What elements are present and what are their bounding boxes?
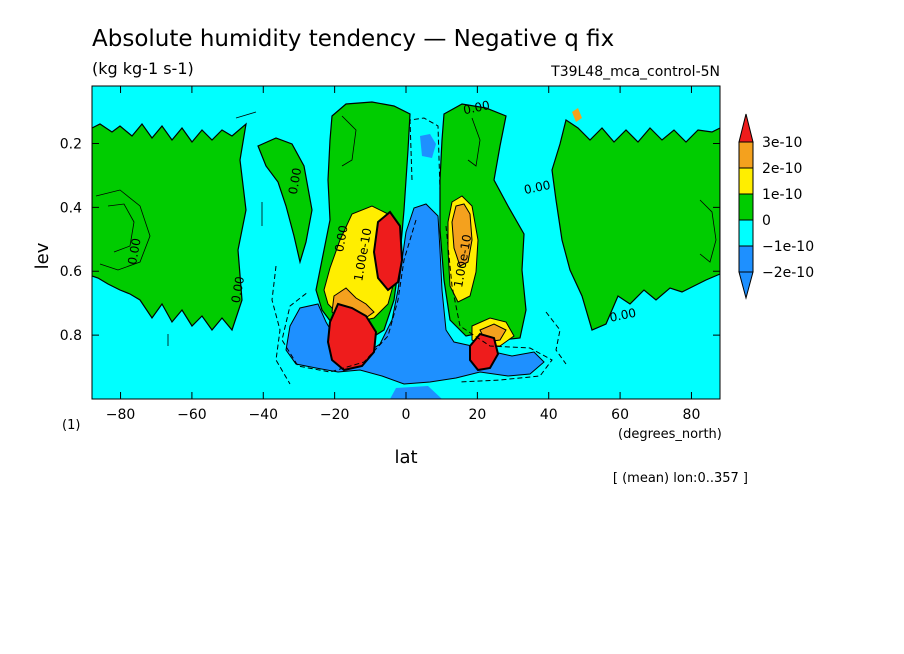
region-red-sh-upper <box>372 210 404 292</box>
y-tick-label: 0.2 <box>60 136 82 152</box>
x-axis: −80 −60 −40 −20 0 20 40 60 80 <box>106 86 701 423</box>
x-tick-label: −20 <box>320 407 350 423</box>
y-axis: 0.2 0.4 0.6 0.8 <box>60 136 720 344</box>
negative-contours <box>271 117 567 385</box>
region-green-left <box>92 122 247 332</box>
mean-note: [ (mean) lon:0..357 ] <box>613 471 748 486</box>
contour-detail <box>95 111 717 346</box>
x-tick-label: 0 <box>402 407 411 423</box>
contour-label: 0.00 <box>462 98 491 117</box>
x-tick-label: 40 <box>540 407 558 423</box>
colorbar-label: 1e-10 <box>762 187 802 203</box>
y-tick-label: 0.8 <box>60 328 82 344</box>
colorbar: 3e-10 2e-10 1e-10 0 −1e-10 −2e-10 <box>738 113 814 300</box>
colorbar-label: 2e-10 <box>762 161 802 177</box>
chart-title: Absolute humidity tendency — Negative q … <box>92 26 614 52</box>
chart-subtitle: (kg kg-1 s-1) <box>92 59 194 78</box>
y-axis-unit: (1) <box>62 418 80 433</box>
region-orange-small <box>572 108 582 122</box>
region-red-sh-lower <box>326 302 378 372</box>
colorbar-cap-top <box>738 113 754 143</box>
y-tick-label: 0.4 <box>60 200 82 216</box>
x-tick-label: 60 <box>611 407 629 423</box>
colorbar-swatch <box>738 141 754 169</box>
x-axis-unit: (degrees_north) <box>618 427 722 442</box>
x-tick-label: −80 <box>106 407 136 423</box>
colorbar-label: −1e-10 <box>762 239 814 255</box>
region-blue-bottom <box>390 386 442 399</box>
region-green-lowerleft <box>257 137 313 265</box>
x-tick-label: 80 <box>683 407 701 423</box>
y-axis-label: lev <box>32 242 53 269</box>
region-orange-nh <box>451 203 473 267</box>
y-tick-label: 0.6 <box>60 264 82 280</box>
colorbar-label: 3e-10 <box>762 135 802 151</box>
contour-label: 0.00 <box>286 167 304 196</box>
colorbar-label: 0 <box>762 213 771 229</box>
contour-label: 0.00 <box>608 306 637 325</box>
x-axis-label: lat <box>394 447 417 468</box>
colorbar-cap-bottom <box>738 271 754 300</box>
colorbar-swatch <box>738 245 754 273</box>
region-red-nh-lower <box>469 332 500 372</box>
colorbar-swatch <box>738 167 754 195</box>
x-tick-label: −60 <box>177 407 207 423</box>
contour-label: 0.00 <box>332 224 350 253</box>
region-green-right <box>551 119 720 331</box>
x-tick-label: −40 <box>248 407 278 423</box>
colorbar-swatch <box>738 193 754 221</box>
contour-label: 0.00 <box>229 275 247 304</box>
contour-label: 0.00 <box>125 237 143 266</box>
x-tick-label: 20 <box>468 407 486 423</box>
colorbar-swatch <box>738 219 754 247</box>
run-label: T39L48_mca_control-5N <box>550 64 720 80</box>
region-blue-top <box>420 134 436 158</box>
contour-label: 0.00 <box>523 178 552 197</box>
colorbar-label: −2e-10 <box>762 265 814 281</box>
plot-field <box>92 86 720 399</box>
